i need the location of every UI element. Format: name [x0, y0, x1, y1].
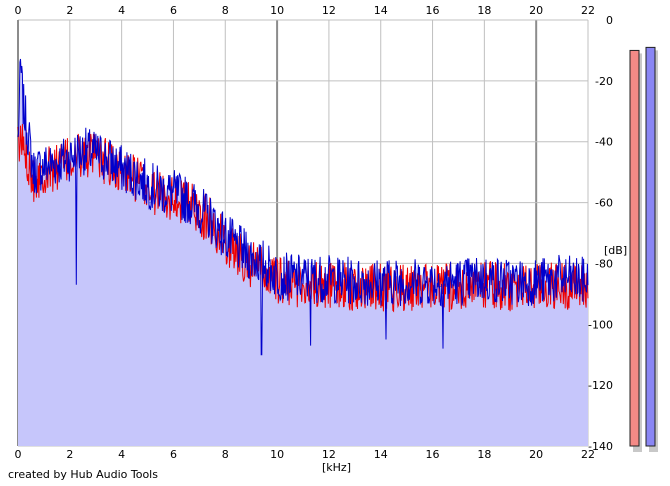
y-tick-label: -20: [595, 75, 613, 88]
y-tick-label: 0: [606, 14, 613, 27]
y-tick-label: -60: [595, 197, 613, 210]
x-tick-label-top: 12: [322, 4, 336, 17]
y-tick-label: -80: [595, 257, 613, 270]
x-tick-label-bottom: 12: [322, 448, 336, 461]
x-tick-label-bottom: 14: [374, 448, 388, 461]
series-line-red: [17, 123, 589, 313]
x-tick-label-top: 4: [118, 4, 125, 17]
x-tick-label-top: 22: [581, 4, 595, 17]
y-tick-label: -40: [595, 136, 613, 149]
y-tick-label: -100: [588, 318, 613, 331]
spectrum-fill: [18, 59, 588, 446]
x-tick-label-top: 0: [15, 4, 22, 17]
level-meter-bar: [629, 49, 640, 447]
level-meter-bar: [645, 46, 656, 447]
x-tick-label-top: 8: [222, 4, 229, 17]
x-tick-label-top: 2: [66, 4, 73, 17]
x-tick-label-top: 10: [270, 4, 284, 17]
x-tick-label-bottom: 8: [222, 448, 229, 461]
series-line-blue: [17, 58, 589, 356]
y-tick-label: -120: [588, 379, 613, 392]
x-tick-label-top: 18: [477, 4, 491, 17]
x-tick-label-bottom: 4: [118, 448, 125, 461]
x-tick-label-bottom: 10: [270, 448, 284, 461]
spectrum-series: [17, 58, 589, 356]
y-axis-label: [dB]: [604, 244, 627, 257]
x-tick-label-bottom: 0: [15, 448, 22, 461]
y-axis-ticks: 0 -20 -40 -60 -80 -100 -120 -140: [588, 14, 613, 453]
x-tick-label-bottom: 22: [581, 448, 595, 461]
x-tick-label-bottom: 20: [529, 448, 543, 461]
x-tick-label-top: 6: [170, 4, 177, 17]
x-tick-label-bottom: 18: [477, 448, 491, 461]
y-tick-label: -140: [588, 440, 613, 453]
x-tick-label-bottom: 6: [170, 448, 177, 461]
level-meters: [629, 46, 658, 453]
x-tick-label-bottom: 16: [426, 448, 440, 461]
x-tick-label-bottom: 2: [66, 448, 73, 461]
x-axis-label: [kHz]: [322, 461, 351, 474]
x-tick-label-top: 16: [426, 4, 440, 17]
spectrum-fill-area: [18, 59, 588, 446]
x-tick-label-top: 14: [374, 4, 388, 17]
credit-text: created by Hub Audio Tools: [8, 468, 158, 481]
x-tick-label-top: 20: [529, 4, 543, 17]
